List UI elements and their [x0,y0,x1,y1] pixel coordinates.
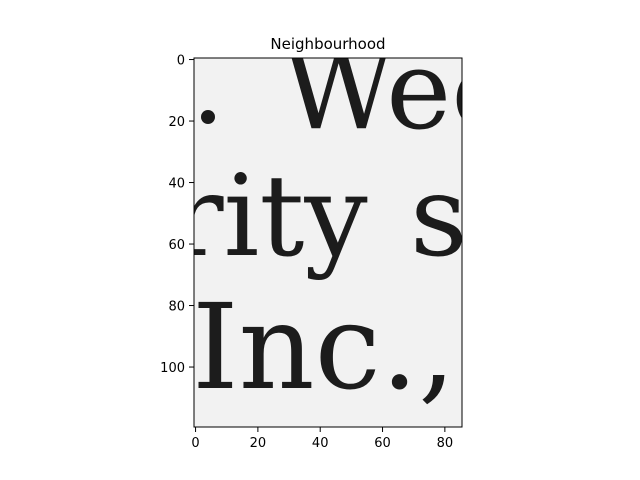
x-tick-label: 80 [437,436,454,451]
y-axis: 0 20 40 60 80 100 [160,54,194,376]
y-tick-label: 100 [160,361,185,376]
y-tick-label: 20 [168,115,185,130]
svg-text:s: s [410,152,467,282]
svg-text:rity: rity [170,152,368,282]
image-area: Wee rity s Inc., [170,26,516,427]
y-tick-label: 0 [177,54,185,69]
y-tick-label: 60 [168,238,185,253]
svg-text:Wee: Wee [282,26,516,154]
x-tick-label: 60 [374,436,391,451]
scanned-text-image: Wee rity s Inc., [170,26,516,416]
svg-text:Inc.,: Inc., [192,278,456,416]
x-axis: 0 20 40 60 80 [191,427,453,451]
x-tick-label: 40 [312,436,329,451]
image-background [194,58,462,427]
x-tick-label: 0 [191,436,199,451]
chart-title: Neighbourhood [270,35,385,53]
x-tick-label: 20 [250,436,267,451]
y-tick-label: 40 [168,177,185,192]
plot-frame [193,57,463,428]
y-tick-label: 80 [168,300,185,315]
